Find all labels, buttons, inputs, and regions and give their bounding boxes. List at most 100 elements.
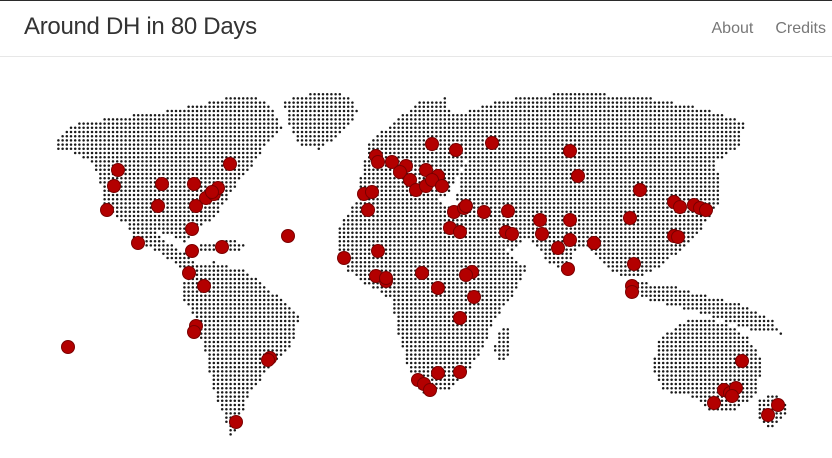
land-dot xyxy=(624,164,627,167)
land-dot xyxy=(405,231,409,235)
land-dot xyxy=(502,176,505,180)
land-dot xyxy=(607,126,610,130)
land-dot xyxy=(666,143,669,146)
land-dot xyxy=(510,189,514,193)
land-dot xyxy=(481,227,484,230)
land-dot xyxy=(90,151,94,155)
land-dot xyxy=(670,223,673,226)
land-dot xyxy=(107,134,111,138)
land-dot xyxy=(569,126,573,130)
land-dot xyxy=(594,92,598,96)
land-dot xyxy=(86,122,90,125)
land-dot xyxy=(103,197,106,201)
land-dot xyxy=(426,197,430,201)
land-dot xyxy=(90,139,94,142)
land-dot xyxy=(325,126,329,130)
land-dot xyxy=(355,239,358,243)
land-dot xyxy=(632,109,636,113)
nav-about-link[interactable]: About xyxy=(711,20,754,37)
land-dot xyxy=(422,244,426,247)
land-dot xyxy=(510,101,514,104)
land-dot xyxy=(514,185,518,188)
land-dot xyxy=(695,218,699,222)
land-dot xyxy=(590,113,594,117)
land-dot xyxy=(191,286,195,289)
land-dot xyxy=(464,155,468,159)
land-dot xyxy=(372,176,375,180)
land-dot xyxy=(712,202,715,205)
land-dot xyxy=(489,218,493,222)
land-dot xyxy=(166,206,169,209)
land-dot xyxy=(414,223,417,226)
land-dot xyxy=(678,193,682,197)
land-dot xyxy=(527,206,531,209)
land-dot xyxy=(430,269,434,272)
land-dot xyxy=(225,109,228,113)
land-dot xyxy=(178,164,182,167)
land-dot xyxy=(615,151,619,155)
land-dot xyxy=(157,126,161,130)
land-dot xyxy=(540,181,543,184)
land-dot xyxy=(216,147,220,151)
land-dot xyxy=(195,164,199,167)
land-dot xyxy=(615,193,619,197)
land-dot xyxy=(674,164,678,167)
land-dot xyxy=(309,134,312,138)
land-dot xyxy=(69,143,73,146)
land-dot xyxy=(430,126,434,130)
nav-credits-link[interactable]: Credits xyxy=(775,20,826,37)
land-dot xyxy=(489,265,493,268)
land-dot xyxy=(393,256,396,260)
land-dot xyxy=(519,164,522,167)
land-dot xyxy=(183,143,186,146)
land-dot xyxy=(183,176,186,180)
land-dot xyxy=(170,172,174,176)
land-dot xyxy=(556,214,560,218)
land-dot xyxy=(414,210,417,214)
land-dot xyxy=(229,151,232,155)
land-dot xyxy=(166,210,169,214)
site-title[interactable]: Around DH in 80 Days xyxy=(24,13,257,40)
land-dot xyxy=(191,218,195,222)
land-dot xyxy=(136,164,140,167)
land-dot xyxy=(531,239,535,243)
land-dot xyxy=(162,227,165,230)
land-dot xyxy=(94,164,98,167)
land-dot xyxy=(78,130,81,134)
land-dot xyxy=(145,218,148,222)
land-dot xyxy=(628,248,631,251)
land-dot xyxy=(590,181,594,184)
land-dot xyxy=(481,269,484,272)
land-dot xyxy=(590,214,594,218)
land-dot xyxy=(556,139,560,142)
land-dot xyxy=(645,252,648,256)
land-dot xyxy=(540,155,543,159)
land-dot xyxy=(187,160,190,163)
land-dot xyxy=(737,143,741,146)
land-dot xyxy=(598,151,602,155)
land-dot xyxy=(573,101,577,104)
land-dot xyxy=(422,176,426,180)
land-dot xyxy=(514,151,518,155)
land-dot xyxy=(624,189,627,193)
land-dot xyxy=(733,139,736,142)
land-dot xyxy=(489,286,493,289)
land-dot xyxy=(708,122,711,125)
land-dot xyxy=(422,235,426,239)
land-dot xyxy=(443,122,447,125)
land-dot xyxy=(267,118,270,121)
land-dot xyxy=(468,113,472,117)
land-dot xyxy=(699,126,703,130)
land-dot xyxy=(128,218,132,222)
land-dot xyxy=(569,256,573,260)
land-dot xyxy=(153,151,157,155)
land-dot xyxy=(199,113,203,117)
land-dot xyxy=(439,269,442,272)
land-dot xyxy=(708,160,711,163)
land-dot xyxy=(220,202,224,205)
land-dot xyxy=(527,193,531,197)
land-dot xyxy=(149,210,153,214)
land-dot xyxy=(174,143,178,146)
land-dot xyxy=(124,185,127,188)
land-dot xyxy=(649,160,652,163)
